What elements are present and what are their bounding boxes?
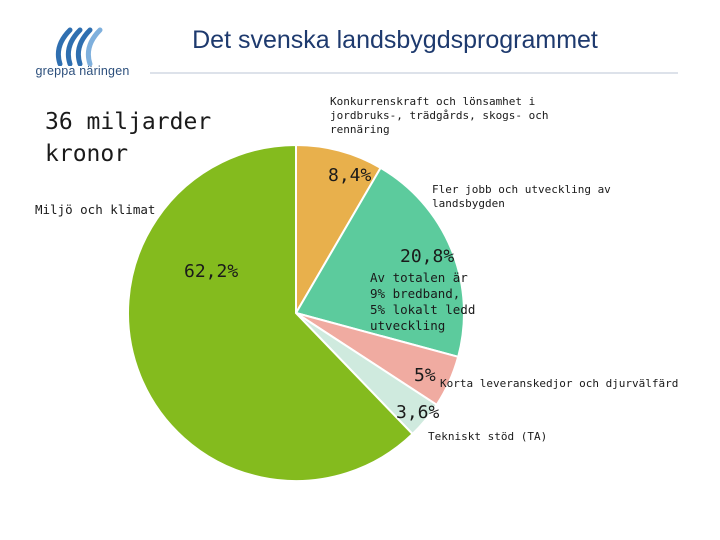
greppa-logo: greppa näringen	[20, 24, 145, 84]
logo-text: greppa näringen	[35, 64, 130, 78]
slice-value-label: 3,6%	[396, 402, 440, 423]
pie-slice	[127, 143, 414, 482]
page-title: Det svenska landsbygdsprogrammet	[192, 26, 598, 54]
title-divider	[150, 72, 678, 74]
pie-slice	[295, 143, 382, 317]
slice-category-label: Fler jobb och utveckling av landsbygden	[432, 183, 611, 210]
budget-total-line-2: kronor	[45, 141, 129, 167]
budget-total-line-1: 36 miljarder	[45, 109, 212, 135]
budget-total: 36 miljarder kronor	[45, 106, 211, 170]
logo-mark-icon	[55, 27, 103, 67]
slice-value-label: 62,2%	[184, 261, 238, 282]
pie-slice	[294, 166, 465, 359]
slice-value-label: 5%	[414, 365, 436, 386]
slice-category-label: Korta leveranskedjor och djurvälfärd	[440, 377, 678, 390]
slice-note-label: Av totalen är 9% bredband, 5% lokalt ledd u…	[370, 270, 475, 333]
slice-category-label: Miljö och klimat	[35, 202, 155, 217]
slice-category-label: Konkurrenskraft och lönsamhet i jordbruks…	[330, 95, 549, 136]
slice-value-label: 20,8%	[400, 246, 454, 267]
slice-category-label: Tekniskt stöd (TA)	[428, 430, 547, 443]
slice-value-label: 8,4%	[328, 165, 372, 186]
